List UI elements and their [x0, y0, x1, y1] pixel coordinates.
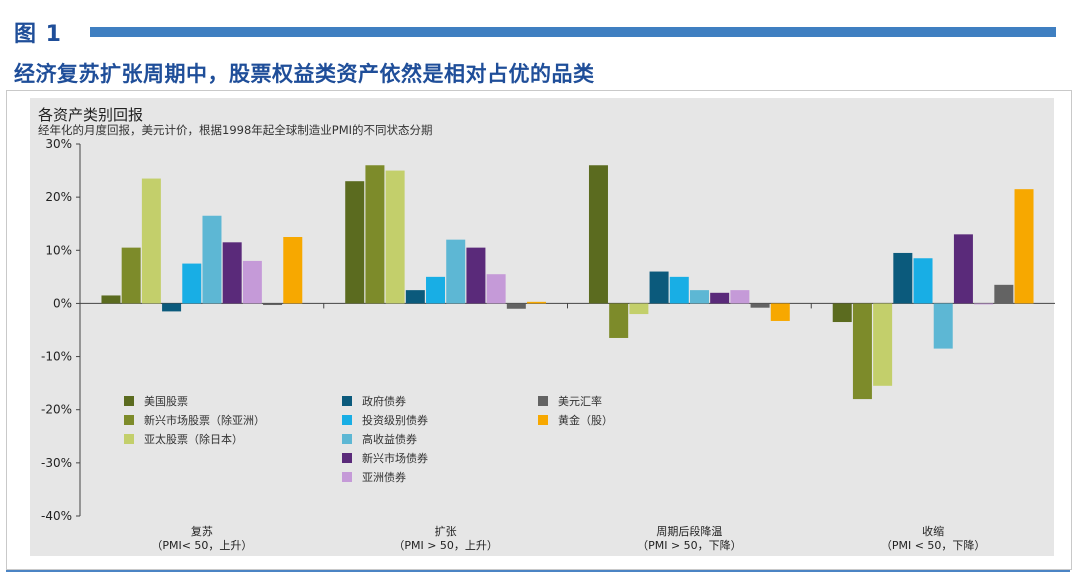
- chart-title: 各资产类别回报: [38, 106, 144, 124]
- bar: [182, 263, 202, 304]
- y-tick-label: 30%: [45, 137, 72, 151]
- legend-swatch: [342, 472, 352, 482]
- bar: [588, 165, 608, 304]
- bar: [609, 303, 629, 338]
- bar: [405, 290, 425, 304]
- legend-swatch: [124, 415, 134, 425]
- bar: [121, 247, 141, 304]
- bar: [242, 260, 262, 304]
- legend-label: 高收益债券: [362, 432, 417, 446]
- legend-label: 美元汇率: [558, 394, 602, 408]
- bar: [913, 258, 933, 304]
- bar: [770, 303, 790, 321]
- category-sublabel: （PMI > 50，上升）: [393, 539, 498, 552]
- bar: [730, 290, 750, 304]
- legend-swatch: [538, 415, 548, 425]
- y-tick-label: -30%: [41, 456, 72, 470]
- bar: [649, 271, 669, 304]
- legend-swatch: [124, 396, 134, 406]
- bar: [953, 234, 973, 304]
- bar: [974, 303, 994, 305]
- figure-label: 图 1: [14, 22, 62, 47]
- y-tick-label: 20%: [45, 190, 72, 204]
- bar: [365, 165, 385, 304]
- legend-label: 美国股票: [144, 395, 188, 408]
- bar: [345, 181, 365, 304]
- bar: [162, 303, 182, 312]
- legend-swatch: [538, 396, 548, 406]
- figure-title: 经济复苏扩张周期中，股票权益类资产依然是相对占优的品类: [14, 62, 595, 86]
- bar: [222, 242, 242, 304]
- bottom-rule: [6, 570, 1070, 572]
- bar: [893, 252, 913, 304]
- category-label: 复苏: [191, 524, 213, 538]
- header-accent-bar: [90, 27, 1056, 37]
- bar: [263, 303, 283, 306]
- legend-swatch: [342, 396, 352, 406]
- bar: [283, 237, 303, 304]
- bar: [1014, 189, 1034, 304]
- bar: [710, 292, 730, 304]
- category-sublabel: （PMI < 50，下降）: [881, 538, 986, 552]
- category-label: 扩张: [435, 524, 457, 538]
- y-tick-label: -10%: [41, 350, 72, 364]
- bar: [506, 303, 526, 309]
- bar: [486, 274, 506, 304]
- legend-label: 新兴市场债券: [362, 451, 428, 465]
- category-label: 收缩: [922, 524, 944, 538]
- bar: [426, 276, 446, 304]
- bar: [873, 303, 893, 386]
- category-label: 周期后段降温: [656, 524, 722, 538]
- bar: [750, 303, 770, 308]
- legend-label: 政府债券: [362, 394, 406, 408]
- bar: [202, 215, 222, 304]
- legend-label: 亚太股票（除日本）: [144, 432, 243, 446]
- bar: [629, 303, 649, 315]
- legend-label: 亚洲债券: [362, 470, 406, 484]
- bar: [466, 247, 486, 304]
- bar: [385, 170, 405, 304]
- y-tick-label: -40%: [41, 509, 72, 523]
- legend-swatch: [342, 415, 352, 425]
- category-sublabel: （PMI > 50，下降）: [637, 538, 742, 552]
- bar: [669, 276, 689, 304]
- y-tick-label: 0%: [53, 296, 72, 310]
- bar: [689, 290, 709, 304]
- legend-label: 新兴市场股票（除亚洲）: [144, 413, 265, 427]
- bar: [852, 303, 872, 400]
- category-sublabel: （PMI< 50，上升）: [151, 539, 252, 552]
- bar: [101, 295, 121, 304]
- bar: [832, 303, 852, 323]
- legend-label: 投资级别债券: [362, 413, 428, 427]
- bar: [994, 284, 1014, 304]
- chart-subtitle: 经年化的月度回报，美元计价，根据1998年起全球制造业PMI的不同状态分期: [38, 123, 433, 137]
- y-tick-label: 10%: [45, 243, 72, 257]
- bar: [933, 303, 953, 349]
- bar: [527, 301, 547, 304]
- bar: [141, 178, 161, 304]
- legend-swatch: [342, 434, 352, 444]
- y-tick-label: -20%: [41, 403, 72, 417]
- legend-label: 黄金（股）: [558, 413, 613, 427]
- legend-swatch: [124, 434, 134, 444]
- bar: [446, 239, 466, 304]
- legend-swatch: [342, 453, 352, 463]
